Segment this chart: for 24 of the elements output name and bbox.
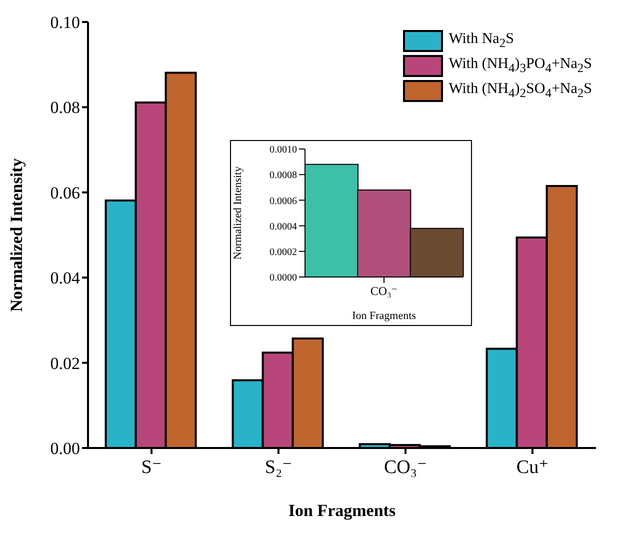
y-tick-label: 0.06 — [50, 183, 80, 202]
x-axis-title: Ion Fragments — [288, 501, 396, 520]
y-tick-label: 0.02 — [50, 354, 80, 373]
y-tick-label: 0.0006 — [270, 196, 297, 207]
text: With (NH$_{4}$)$_{2}$SO$_{4}$+Na$_{2}$S — [448, 81, 592, 100]
y-tick-label: 0.00 — [50, 439, 80, 458]
y-tick-label: 0.0010 — [270, 144, 297, 156]
y-axis-title: Normalized Intensity — [7, 158, 26, 312]
y-tick-label: 0.04 — [50, 268, 80, 288]
y-tick-label: 0.0004 — [270, 221, 297, 232]
y-tick-label: 0.10 — [50, 13, 80, 32]
x-tick-label: Cu⁺ — [516, 457, 549, 478]
y-tick-label: 0.0002 — [270, 246, 297, 258]
x-tick-label: CO₃⁻ — [370, 284, 398, 298]
text: With (NH$_{4}$)$_{3}$PO$_{4}$+Na$_{2}$S — [448, 56, 592, 75]
y-tick-label: 0.0000 — [270, 272, 297, 284]
y-tick-label: 0.0008 — [270, 170, 297, 182]
y-axis-title: Normalized Intensity — [232, 166, 244, 260]
x-tick-label: S⁻ — [141, 457, 162, 478]
legend-label: With Na$_{2}$S — [448, 31, 514, 51]
x-tick-label: CO₃⁻ — [384, 457, 428, 478]
y-tick-label: 0.08 — [50, 98, 80, 118]
x-tick-label: S₂⁻ — [264, 457, 292, 478]
x-axis-title: Ion Fragments — [352, 310, 416, 322]
